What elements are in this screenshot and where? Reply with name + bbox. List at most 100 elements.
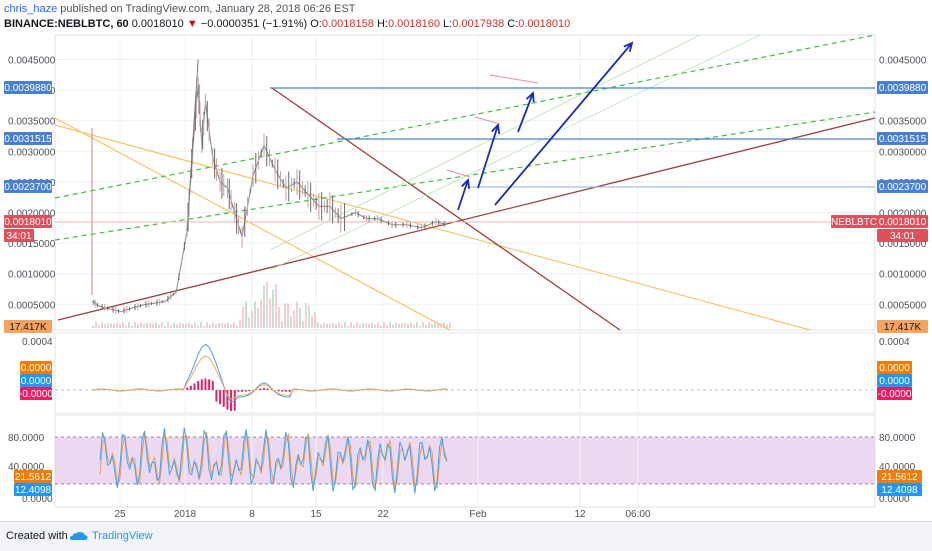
volume-bar [260,299,262,328]
right-signal-badge: 0.0000 [879,363,910,374]
volume-bar [200,322,202,328]
right-volume-badge: 17.417K [884,322,922,333]
stoch-band [55,437,875,484]
volume-bar [395,322,397,328]
projection-arrowhead [491,123,501,135]
volume-bar [350,322,352,328]
left-hist-badge-bg [20,387,52,400]
author-link[interactable]: chris_haze [4,3,58,15]
volume-bar [398,323,400,328]
volume-bar [365,323,367,328]
price-labels: 0.0039880 0.0039880 0.0031515 0.0031515 0.00… [4,81,928,496]
right-macd-badge-bg [877,374,912,387]
right-tick-label: 0.0005000 [879,300,927,311]
created-with-text: Created with [6,530,68,542]
publish-info: published on TradingView.com, January 28… [60,3,356,15]
symbol-label: BINANCE:NEBLBTC, 60 [4,18,129,30]
tradingview-link[interactable]: TradingView [92,530,153,542]
chart-header: chris_haze published on TradingView.com,… [4,2,924,32]
volume-bar [212,322,214,328]
ohlc-line: BINANCE:NEBLBTC, 60 0.0018010 ▼ −0.00003… [4,17,924,32]
volume-bar [206,322,208,328]
volume-bar [227,322,229,328]
volume-bar [347,325,349,328]
left-macd-badge: 0.0000 [21,376,52,387]
volume-bar [383,322,385,328]
time-axis: 25 2018 8 15 22 Feb 12 06:00 [114,509,651,520]
volume-bar [449,322,451,328]
right-stoch-d-badge: 12.4098 [881,485,918,496]
signal-line [91,355,448,400]
volume-bar [272,289,274,328]
left-tick-label: 0.0035000 [8,117,56,128]
volume-bar [239,319,241,328]
volume-bar [164,325,166,328]
left-tick-label: 0.0020000 [8,208,56,219]
volume-bar [122,322,124,328]
volume-bar [221,323,223,328]
volume-bar [362,322,364,328]
macd-layer [55,343,875,412]
volume-bar [167,322,169,328]
right-price-badge: 0.0018010 [879,217,927,228]
volume-bar [215,323,217,328]
volume-bar [248,317,250,328]
volume-bar [230,324,232,328]
stoch-tick-label: 80.0000 [879,433,916,444]
volume-bar [437,323,439,328]
close-value: 0.0018010 [518,18,571,30]
right-price-badge: 0.0031515 [879,134,927,145]
volume-bar [278,307,280,328]
down-triangle-icon: ▼ [186,18,198,30]
price-spike [186,59,199,231]
right-signal-badge-bg [877,361,912,374]
left-volume-badge: 17.417K [9,322,47,333]
pink-hint-arrow [489,74,539,84]
left-stoch-k-badge: 21.5612 [15,472,52,483]
time-tick-label: 2018 [174,509,197,520]
right-tick-label: 0.0035000 [879,117,927,128]
volume-bar [314,312,316,328]
volume-bar [392,324,394,328]
right-countdown-badge-bg [877,229,928,242]
volume-bar [341,324,343,328]
pink-hint-arrow [446,169,471,178]
volume-bar [338,322,340,328]
sma-line-steep [54,117,451,331]
volume-bar [374,324,376,328]
volume-bar [191,324,193,328]
volume-bar [332,322,334,328]
stoch-tick-label: 40.0000 [8,462,45,473]
left-tick-label: 0.0030000 [8,147,56,158]
volume-bar [323,322,325,328]
left-price-badge-bg [4,132,52,145]
stoch-k-line [99,427,448,494]
right-stoch-k-badge: 21.5612 [881,472,918,483]
chart-canvas[interactable]: 0.00450000.00400000.00350000.00300000.00… [0,0,932,520]
left-signal-badge: 0.0000 [21,363,52,374]
volume-bar [356,322,358,328]
volume-bar [335,323,337,328]
volume-bar [425,325,427,328]
faint-fan-line [269,34,761,271]
volume-bar [125,325,127,328]
volume-bar [194,322,196,328]
volume-bar [416,322,418,328]
stoch-layer [99,427,448,494]
right-tick-label: 0.0020000 [879,208,927,219]
volume-bar [434,322,436,328]
right-price-badge-bg [877,215,928,228]
projection-arrowhead [525,91,535,103]
volume-bar [359,324,361,328]
price-series-layer [91,59,448,315]
macd-pane[interactable] [54,332,876,414]
volume-bar [209,324,211,328]
volume-bar [308,305,310,328]
volume-bar [281,321,283,328]
left-price-axis: 0.00450000.00400000.00350000.00300000.00… [8,55,56,505]
macd-tick-label: 0.0004 [22,337,53,348]
volume-bar [218,322,220,328]
left-signal-badge-bg [20,361,52,374]
volume-bar [410,322,412,328]
right-price-badge-bg [877,132,928,145]
